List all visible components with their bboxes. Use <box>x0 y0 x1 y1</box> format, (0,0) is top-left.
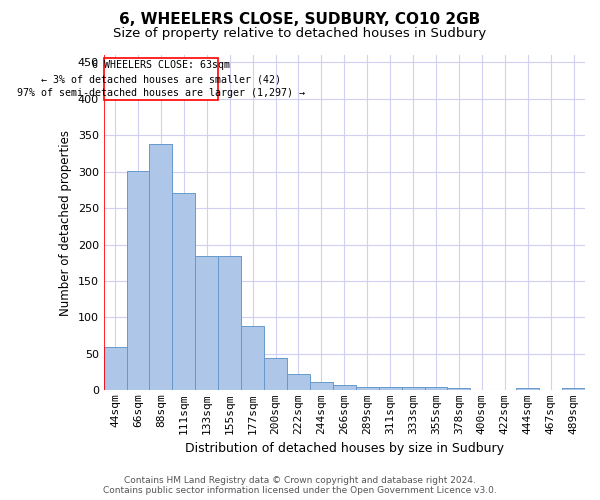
Bar <box>333 384 356 390</box>
Text: Size of property relative to detached houses in Sudbury: Size of property relative to detached ho… <box>113 28 487 40</box>
Bar <box>172 193 196 390</box>
Bar <box>241 326 264 390</box>
Bar <box>196 256 218 390</box>
Bar <box>562 388 585 390</box>
Bar <box>149 144 172 390</box>
Bar <box>264 358 287 390</box>
Text: 6 WHEELERS CLOSE: 63sqm
← 3% of detached houses are smaller (42)
97% of semi-det: 6 WHEELERS CLOSE: 63sqm ← 3% of detached… <box>17 60 305 98</box>
Text: 6, WHEELERS CLOSE, SUDBURY, CO10 2GB: 6, WHEELERS CLOSE, SUDBURY, CO10 2GB <box>119 12 481 28</box>
FancyBboxPatch shape <box>104 58 218 100</box>
Bar <box>425 386 448 390</box>
Bar <box>287 374 310 390</box>
X-axis label: Distribution of detached houses by size in Sudbury: Distribution of detached houses by size … <box>185 442 504 455</box>
Bar <box>448 388 470 390</box>
Bar <box>356 386 379 390</box>
Y-axis label: Number of detached properties: Number of detached properties <box>59 130 72 316</box>
Bar <box>310 382 333 390</box>
Text: Contains HM Land Registry data © Crown copyright and database right 2024.
Contai: Contains HM Land Registry data © Crown c… <box>103 476 497 495</box>
Bar <box>379 388 401 390</box>
Bar <box>516 388 539 390</box>
Bar <box>104 346 127 391</box>
Bar <box>127 171 149 390</box>
Bar <box>218 256 241 390</box>
Bar <box>401 388 425 390</box>
